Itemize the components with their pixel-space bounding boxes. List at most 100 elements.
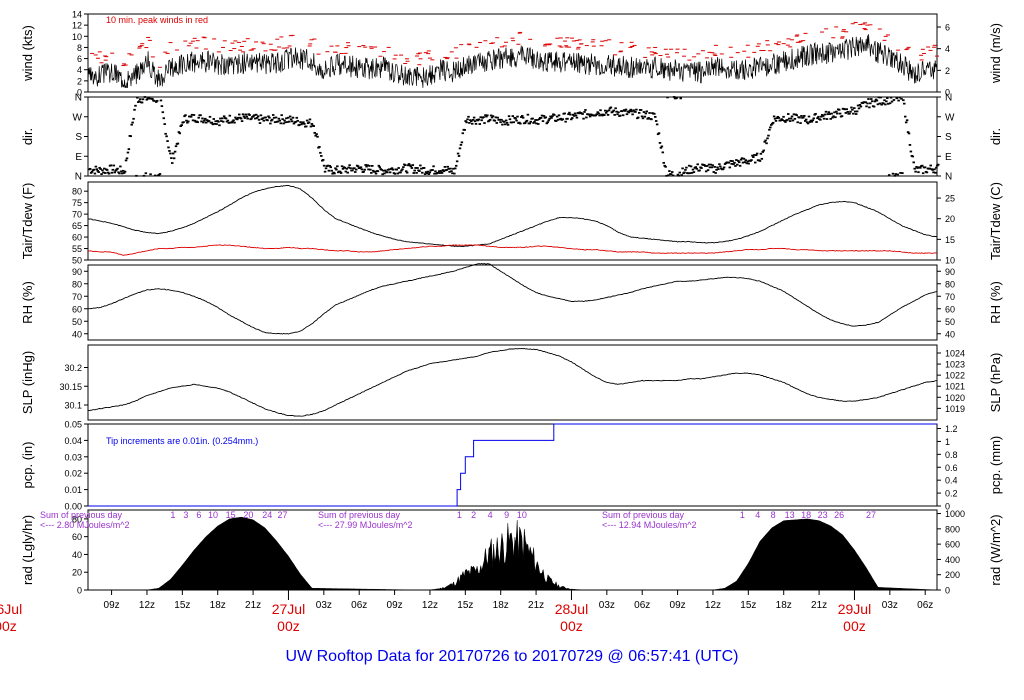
dir-point [455,160,459,163]
slp-frame [87,344,938,421]
dir-point [772,115,776,118]
dir-point [566,117,569,120]
rh-tick-label-right: 50 [945,317,955,327]
dir-point [823,113,827,116]
dir-point [258,122,262,124]
time-tick-label: 15z [457,600,473,611]
dir-point [683,171,686,174]
rad-number-mark: 18 [801,510,811,520]
dir-point [811,119,815,122]
dir-point [110,171,114,174]
dir-point [163,123,166,125]
dir-point [383,172,386,175]
dir-point [218,124,221,127]
rh-tick-label-left: 40 [72,329,82,339]
dir-point [784,121,787,123]
wind-ylabel-right: wind (m/s) [988,23,1003,84]
dir-point [768,128,771,131]
dir-point [491,115,495,118]
dir-point [331,172,334,175]
dir-point [148,97,151,100]
dir-point [310,123,314,125]
dir-point [441,169,445,171]
dir-point [121,169,125,172]
dir-point [597,112,600,115]
radiation-area [88,516,938,591]
dir-point [780,118,783,121]
dir-point [490,116,494,119]
dir-point [477,118,481,121]
dir-point [282,122,285,125]
dir-point [207,120,211,122]
dir-point [405,171,409,174]
dir-point [550,116,553,119]
dir-point [753,154,756,156]
temp-tick-label-left: 55 [72,244,82,254]
dir-point [890,100,894,103]
dir-point [705,165,709,167]
dir-point [279,122,282,125]
time-tick-label: 12z [705,600,721,611]
dir-point [495,122,499,124]
dir-ylabel-right: dir. [988,128,1003,145]
dir-point [853,110,857,113]
dir-point [409,165,413,168]
rad-ylabel-left: rad (Lgly/hr) [20,515,35,585]
dir-point [127,148,131,151]
dir-point [657,132,661,135]
dir-point [109,164,113,167]
dir-point [902,99,905,102]
dir-point [763,140,766,143]
dir-point [104,172,107,174]
temp-tick-label-left: 50 [72,256,82,266]
rad-summary-line2: <--- 27.99 MJoules/m^2 [318,520,413,530]
dir-point [177,131,181,133]
temp-tick-label-right: 25 [945,194,955,204]
dir-tick-label-left: N [75,172,82,183]
dir-point [288,115,292,118]
dir-point [765,142,768,145]
dir-point [423,173,427,176]
dir-point [760,157,764,160]
dir-point [427,173,431,175]
dir-point [333,172,336,175]
temp-tick-label-left: 70 [72,210,82,220]
dir-point [415,171,418,174]
dir-point [226,119,230,122]
dir-point [295,116,299,119]
dir-point [545,122,549,125]
dir-point [116,167,119,170]
dir-point [788,120,792,122]
dir-point [410,167,414,169]
dir-point [320,155,323,157]
wind-tick-label-left: 2 [77,76,82,86]
slp-tick-label-left: 30.1 [64,401,82,411]
rad-number-mark: 4 [488,510,493,520]
dir-point [469,119,472,121]
dir-point [473,120,477,123]
dir-point [121,172,124,175]
dir-point [113,171,116,174]
dir-point [241,113,245,116]
dir-point [689,165,693,168]
dir-point [305,119,309,122]
dir-point [685,166,688,169]
dir-tick-label-left: E [75,152,82,163]
dir-point [679,97,682,100]
rh-tick-label-left: 50 [72,317,82,327]
dir-point [431,169,434,171]
dir-point [816,117,819,120]
dir-point [672,96,676,98]
dir-point [886,97,889,99]
dir-point [637,111,641,114]
dir-point [283,119,286,122]
dir-point [255,117,259,119]
dir-tick-label-right: W [945,112,955,123]
dir-point [363,168,366,171]
dir-point [574,114,578,117]
dir-point [731,160,734,162]
dir-point [452,167,455,170]
dir-point [443,165,447,168]
dir-point [225,120,229,123]
wind-tick-label-left: 14 [72,10,82,20]
